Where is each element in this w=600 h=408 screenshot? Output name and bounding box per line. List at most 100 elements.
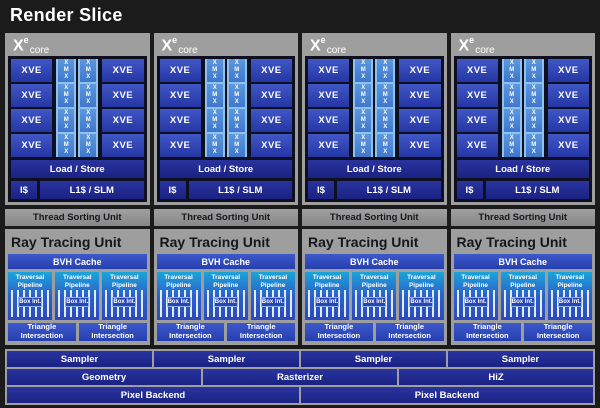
- box-int-chip: Box Int.: [510, 297, 535, 307]
- xe-core-logo: Xecore: [13, 34, 50, 57]
- xve-box: XVE: [456, 134, 498, 157]
- xve-box: XVE: [399, 59, 441, 82]
- traversal-pipeline-row: Traversal Pipeline Box Int. Traversal Pi…: [453, 272, 592, 320]
- thread-sorting-unit-bar: Thread Sorting Unit: [5, 209, 150, 226]
- xve-box: XVE: [159, 84, 201, 107]
- xve-box: XVE: [547, 109, 589, 132]
- bottom-panel: Sampler Sampler Sampler Sampler Geometry…: [5, 349, 595, 405]
- load-store-bar: Load / Store: [11, 160, 144, 178]
- ray-tracing-unit-title: Ray Tracing Unit: [308, 234, 419, 250]
- cache-row: I$ L1$ / SLM: [159, 181, 292, 199]
- triangle-intersection-row: Triangle Intersection Triangle Intersect…: [8, 323, 147, 341]
- xve-box: XVE: [159, 59, 201, 82]
- traversal-pipeline-box: Traversal Pipeline Box Int.: [305, 272, 350, 320]
- box-int-chip: Box Int.: [409, 297, 434, 307]
- box-int-chip: Box Int.: [65, 297, 90, 307]
- traversal-pipeline-box: Traversal Pipeline Box Int.: [399, 272, 444, 320]
- pixel-backend-box: Pixel Backend: [301, 387, 593, 403]
- xve-box: XVE: [308, 109, 350, 132]
- traversal-pipeline-box: Traversal Pipeline Box Int.: [453, 272, 498, 320]
- xmx-strip: [56, 59, 77, 157]
- l1-slm-bar: L1$ / SLM: [40, 181, 144, 199]
- ray-tracing-unit-block: Ray Tracing Unit BVH Cache Traversal Pip…: [450, 229, 595, 345]
- traversal-pipeline-box: Traversal Pipeline Box Int.: [203, 272, 248, 320]
- triangle-intersection-row: Triangle Intersection Triangle Intersect…: [453, 323, 592, 341]
- xve-box: XVE: [456, 59, 498, 82]
- ray-tracing-unit-block: Ray Tracing Unit BVH Cache Traversal Pip…: [5, 229, 150, 345]
- box-int-chip: Box Int.: [362, 297, 387, 307]
- xve-box: XVE: [547, 134, 589, 157]
- xe-core-logo: Xecore: [310, 34, 347, 57]
- l1-slm-bar: L1$ / SLM: [337, 181, 441, 199]
- traversal-pipeline-label: Traversal Pipeline: [258, 274, 288, 289]
- rasterizer-box: Rasterizer: [203, 369, 397, 385]
- icache-box: I$: [308, 181, 334, 199]
- xve-box: XVE: [456, 84, 498, 107]
- geometry-box: Geometry: [7, 369, 201, 385]
- sampler-box: Sampler: [448, 351, 593, 367]
- xmx-strip: [375, 59, 396, 157]
- load-store-bar: Load / Store: [159, 160, 292, 178]
- geometry-raster-row: Geometry Rasterizer HiZ: [7, 369, 593, 385]
- xmx-strip: [523, 59, 544, 157]
- xe-core-header: Xecore: [157, 35, 296, 56]
- sampler-box: Sampler: [154, 351, 299, 367]
- triangle-intersection-box: Triangle Intersection: [375, 323, 444, 341]
- traversal-pipeline-label: Traversal Pipeline: [508, 274, 538, 289]
- xve-box: XVE: [11, 84, 53, 107]
- xmx-strip: [353, 59, 374, 157]
- traversal-pipeline-box: Traversal Pipeline Box Int.: [156, 272, 201, 320]
- box-int-chip: Box Int.: [557, 297, 582, 307]
- xve-box: XVE: [11, 134, 53, 157]
- xe-core-logo: Xecore: [161, 34, 198, 57]
- sampler-row: Sampler Sampler Sampler Sampler: [7, 351, 593, 367]
- l1-slm-bar: L1$ / SLM: [188, 181, 292, 199]
- hiz-box: HiZ: [399, 369, 593, 385]
- traversal-pipeline-box: Traversal Pipeline Box Int.: [500, 272, 545, 320]
- page-title: Render Slice: [10, 5, 123, 25]
- traversal-pipeline-box: Traversal Pipeline Box Int.: [547, 272, 592, 320]
- bvh-cache-bar: BVH Cache: [8, 254, 147, 269]
- box-int-chip: Box Int.: [18, 297, 43, 307]
- box-int-chip: Box Int.: [166, 297, 191, 307]
- traversal-pipeline-label: Traversal Pipeline: [359, 274, 389, 289]
- xmx-strip: [204, 59, 225, 157]
- bvh-cache-bar: BVH Cache: [453, 254, 592, 269]
- xve-box: XVE: [308, 84, 350, 107]
- traversal-pipeline-label: Traversal Pipeline: [15, 274, 45, 289]
- icache-box: I$: [11, 181, 37, 199]
- traversal-pipeline-label: Traversal Pipeline: [312, 274, 342, 289]
- thread-sorting-unit-bar: Thread Sorting Unit: [153, 209, 298, 226]
- traversal-pipeline-box: Traversal Pipeline Box Int.: [352, 272, 397, 320]
- pixel-backend-box: Pixel Backend: [7, 387, 299, 403]
- xe-core-logo: Xecore: [458, 34, 495, 57]
- box-int-chip: Box Int.: [260, 297, 285, 307]
